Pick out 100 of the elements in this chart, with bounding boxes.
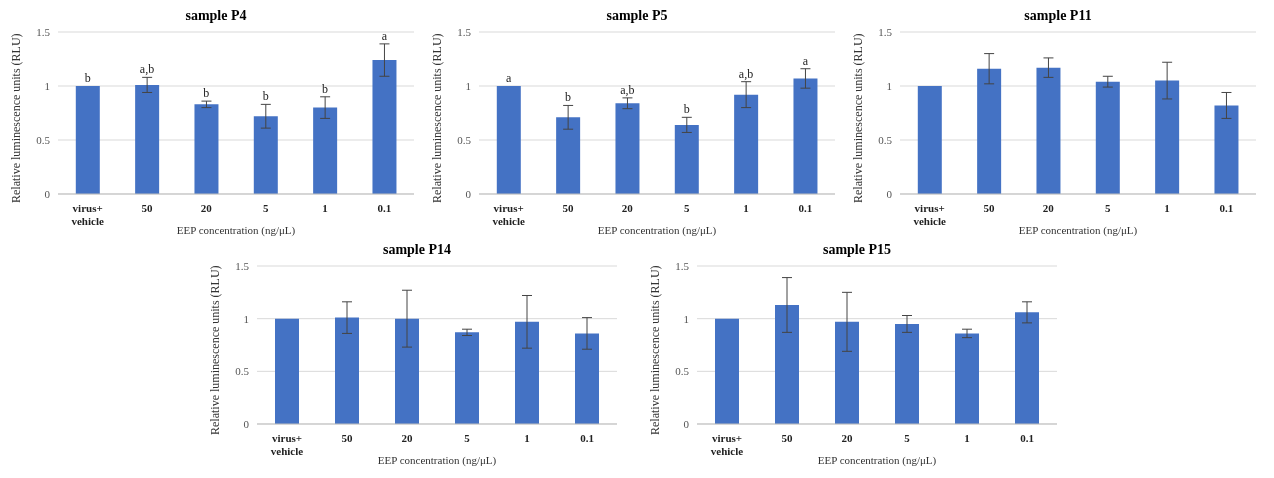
x-tick-label: 50 xyxy=(562,202,574,214)
x-tick-label: virus+ vehicle xyxy=(913,202,946,227)
x-tick-label: 5 xyxy=(904,432,911,444)
x-tick-label: 20 xyxy=(401,432,413,444)
y-tick-label: 0.5 xyxy=(36,133,51,146)
x-tick-label: 0.1 xyxy=(1219,202,1234,214)
x-axis-title: EEP concentration (ng/μL) xyxy=(597,224,717,237)
x-tick-label: 1 xyxy=(1164,202,1170,214)
y-tick-label: 0 xyxy=(683,417,690,430)
y-axis-title: Relative luminescence units (RLU) xyxy=(648,265,663,435)
y-axis-title: Relative luminescence units (RLU) xyxy=(851,33,866,203)
chart-title: sample P14 xyxy=(381,242,453,259)
x-tick-label: virus+ vehicle xyxy=(710,432,744,457)
annotation: b xyxy=(683,102,690,117)
bar xyxy=(253,116,278,194)
x-axis-title: EEP concentration (ng/μL) xyxy=(377,454,497,467)
annotation: b xyxy=(565,90,571,105)
x-tick-label: virus+ vehicle xyxy=(270,432,304,457)
annotation: a,b xyxy=(620,82,635,97)
x-tick-label: 5 xyxy=(464,432,471,444)
x-tick-label: 20 xyxy=(1042,202,1055,214)
y-tick-label: 1.5 xyxy=(457,25,472,38)
x-tick-label: 0.1 xyxy=(1020,432,1034,444)
y-tick-label: 1 xyxy=(886,79,892,92)
x-tick-label: 20 xyxy=(841,432,853,444)
y-tick-label: 1 xyxy=(683,312,689,325)
y-tick-label: 1 xyxy=(44,79,50,92)
x-tick-label: virus+ vehicle xyxy=(492,202,525,227)
x-axis-title: EEP concentration (ng/μL) xyxy=(1018,224,1138,237)
x-tick-label: 5 xyxy=(262,202,269,214)
x-tick-label: virus+ vehicle xyxy=(71,202,104,227)
y-tick-label: 0.5 xyxy=(675,365,690,378)
y-tick-label: 0 xyxy=(243,417,250,430)
x-tick-label: 5 xyxy=(1104,202,1111,214)
bar xyxy=(955,333,979,424)
y-tick-label: 1.5 xyxy=(675,259,690,272)
chart-title: sample P15 xyxy=(821,242,893,259)
bar xyxy=(515,321,539,424)
y-tick-label: 1.5 xyxy=(235,259,250,272)
x-tick-label: 50 xyxy=(141,202,153,214)
annotation: a,b xyxy=(738,66,754,81)
y-axis-title: Relative luminescence units (RLU) xyxy=(208,265,223,435)
x-tick-label: 5 xyxy=(683,202,690,214)
y-tick-label: 1 xyxy=(465,79,471,92)
annotation: a xyxy=(506,71,512,85)
y-tick-label: 0.5 xyxy=(878,133,893,146)
y-tick-label: 0 xyxy=(465,187,472,200)
x-axis-title: EEP concentration (ng/μL) xyxy=(817,454,937,467)
x-tick-label: 1 xyxy=(964,432,970,444)
bar xyxy=(335,317,359,424)
bar xyxy=(917,86,942,194)
bar xyxy=(556,117,581,194)
chart-title: sample P4 xyxy=(184,8,248,25)
x-tick-label: 20 xyxy=(621,202,634,214)
y-axis-title: Relative luminescence units (RLU) xyxy=(430,33,445,203)
bar xyxy=(372,60,397,194)
annotation: b xyxy=(203,86,210,101)
bar xyxy=(1155,80,1180,194)
bar xyxy=(977,68,1002,194)
x-tick-label: 0.1 xyxy=(580,432,594,444)
bar xyxy=(455,332,479,424)
bar xyxy=(75,86,100,194)
x-tick-label: 20 xyxy=(200,202,213,214)
x-tick-label: 1 xyxy=(322,202,328,214)
bar xyxy=(615,103,640,194)
bar xyxy=(835,321,859,424)
y-tick-label: 1 xyxy=(243,312,249,325)
bar xyxy=(313,107,338,194)
x-tick-label: 50 xyxy=(983,202,995,214)
bar xyxy=(734,94,759,194)
bar xyxy=(1036,67,1061,194)
bar xyxy=(1214,105,1239,194)
annotation: b xyxy=(262,89,269,104)
x-tick-label: 1 xyxy=(524,432,530,444)
bar xyxy=(575,333,599,424)
y-tick-label: 0 xyxy=(886,187,893,200)
chart-title: sample P5 xyxy=(605,8,669,25)
bar xyxy=(395,318,419,424)
y-tick-label: 0.5 xyxy=(235,365,250,378)
bar xyxy=(275,318,299,424)
bar xyxy=(135,84,160,194)
x-tick-label: 0.1 xyxy=(798,202,813,214)
x-tick-label: 0.1 xyxy=(377,202,392,214)
bar xyxy=(496,86,521,194)
bar xyxy=(1095,81,1120,194)
bar xyxy=(715,318,739,424)
y-tick-label: 0.5 xyxy=(457,133,472,146)
annotation: a,b xyxy=(139,62,155,77)
y-tick-label: 0 xyxy=(44,187,51,200)
x-axis-title: EEP concentration (ng/μL) xyxy=(176,224,296,237)
bar xyxy=(793,78,818,194)
x-tick-label: 50 xyxy=(781,432,793,444)
bar xyxy=(194,104,219,194)
annotation: a xyxy=(802,53,809,68)
bar xyxy=(674,124,699,194)
y-tick-label: 1.5 xyxy=(878,25,893,38)
x-tick-label: 50 xyxy=(341,432,353,444)
bar xyxy=(775,304,799,424)
y-tick-label: 1.5 xyxy=(36,25,51,38)
annotation: b xyxy=(84,71,91,85)
